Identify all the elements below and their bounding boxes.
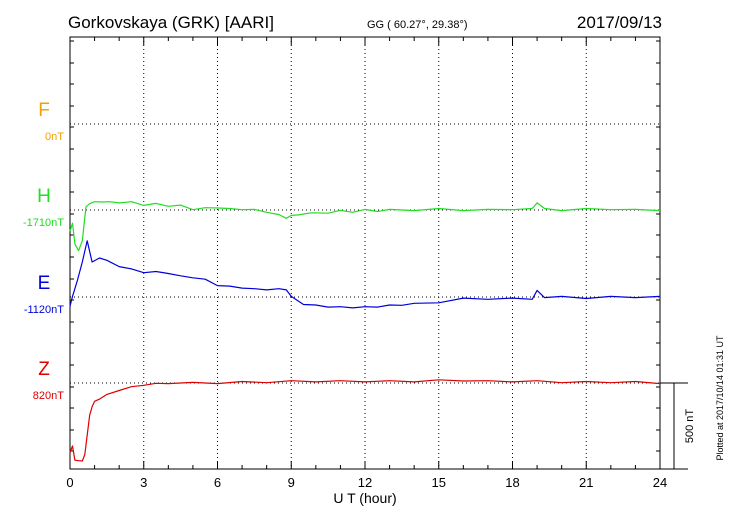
series-offset-E: -1120nT	[24, 304, 64, 316]
series-name-E: E	[38, 273, 51, 294]
x-tick-label-24: 24	[653, 475, 667, 490]
grid-lines	[70, 37, 660, 469]
series-name-F: F	[38, 100, 50, 121]
axis-ticks	[69, 37, 661, 469]
plotted-timestamp: Plotted at 2017/10/14 01:31 UT	[715, 335, 725, 461]
series-offset-F: 0nT	[45, 131, 64, 143]
series-line-H	[69, 201, 661, 252]
station-title: Gorkovskaya (GRK) [AARI]	[68, 13, 274, 32]
series-offset-Z: 820nT	[33, 390, 64, 402]
x-tick-labels: 0 3 6 9 12 15 18 21 24	[66, 475, 667, 490]
x-tick-label-18: 18	[505, 475, 519, 490]
x-tick-label-21: 21	[579, 475, 593, 490]
series-offset-H: -1710nT	[23, 217, 64, 229]
series-line-E	[69, 240, 661, 309]
record-date: 2017/09/13	[577, 13, 662, 32]
x-axis-label: U T (hour)	[333, 490, 396, 506]
series-lines	[69, 201, 661, 462]
x-tick-label-6: 6	[214, 475, 221, 490]
scale-bar: 500 nT	[660, 382, 696, 470]
x-tick-label-12: 12	[358, 475, 372, 490]
series-name-H: H	[37, 186, 51, 207]
x-tick-label-0: 0	[66, 475, 73, 490]
scale-bar-label: 500 nT	[684, 409, 696, 444]
station-coordinates: GG ( 60.27°, 29.38°)	[367, 19, 468, 31]
series-name-Z: Z	[38, 359, 50, 380]
x-tick-label-3: 3	[140, 475, 147, 490]
x-tick-label-9: 9	[288, 475, 295, 490]
x-tick-label-15: 15	[432, 475, 446, 490]
series-labels: F 0nT H -1710nT E -1120nT Z 820nT	[23, 100, 64, 402]
series-line-Z	[69, 379, 661, 462]
